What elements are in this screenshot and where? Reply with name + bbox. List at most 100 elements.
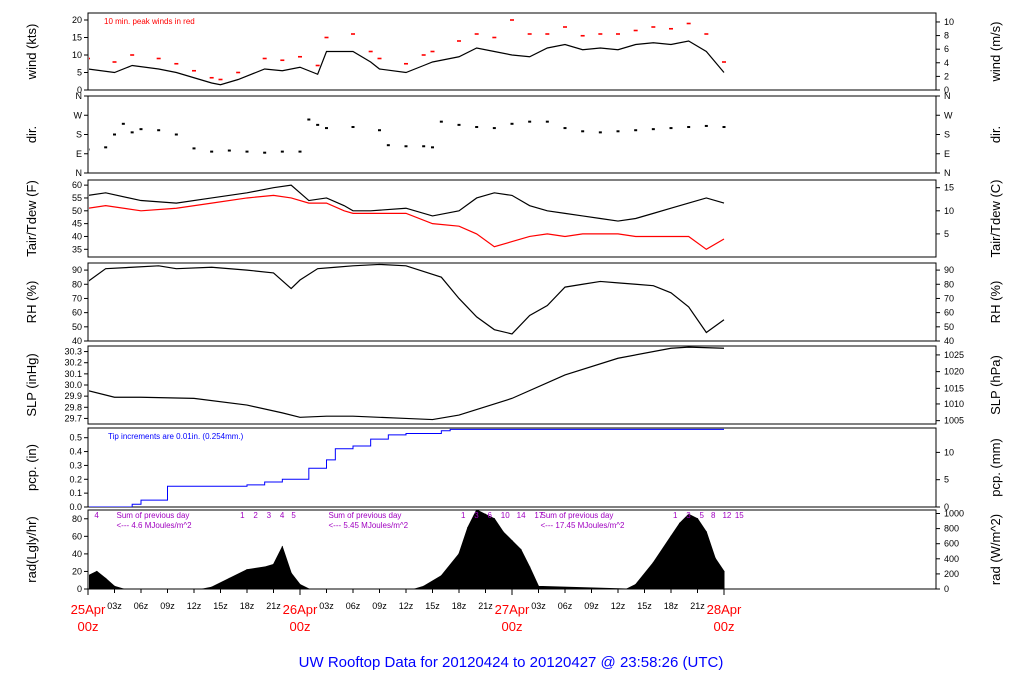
x-tick-label: 03z <box>107 601 122 611</box>
radiation-annotation: 10 <box>501 511 510 520</box>
left-tick-label: N <box>76 91 83 101</box>
right-tick-label: N <box>944 91 951 101</box>
direction-point <box>316 123 320 126</box>
radiation-point <box>272 563 275 566</box>
left-tick-label: 50 <box>72 206 82 216</box>
direction-point <box>475 126 479 129</box>
direction-point <box>174 133 178 136</box>
radiation-annotation: 1 <box>461 511 466 520</box>
x-date-hour-label: 00z <box>78 619 99 634</box>
direction-point <box>351 126 355 129</box>
right-axis-title: wind (m/s) <box>988 22 1003 83</box>
left-tick-label: 30.2 <box>64 358 82 368</box>
direction-point <box>528 120 532 123</box>
radiation-point <box>484 513 487 515</box>
radiation-point <box>476 510 478 511</box>
direction-point <box>431 146 434 149</box>
left-tick-label: 45 <box>72 219 82 229</box>
peak-wind-mark <box>686 22 691 25</box>
direction-point <box>634 129 638 132</box>
radiation-point <box>652 562 654 564</box>
left-tick-label: E <box>76 149 82 159</box>
direction-point <box>616 130 620 133</box>
peak-wind-mark <box>704 33 709 35</box>
direction-point <box>139 128 143 131</box>
direction-point <box>192 147 196 150</box>
x-tick-label: 03z <box>531 601 546 611</box>
peak-wind-mark <box>156 57 161 60</box>
left-tick-label: 30.0 <box>64 380 82 390</box>
direction-point <box>651 128 655 131</box>
left-tick-label: 0.0 <box>69 502 82 512</box>
peak-wind-mark <box>89 57 90 60</box>
right-axis-title: SLP (hPa) <box>988 355 1003 415</box>
right-tick-label: 40 <box>944 336 954 346</box>
peak-wind-mark <box>130 54 135 56</box>
plot-area <box>89 184 725 251</box>
radiation-annotation: 4 <box>280 511 285 520</box>
left-tick-label: 0.1 <box>69 488 82 498</box>
radiation-point <box>96 570 98 573</box>
direction-point <box>422 145 426 148</box>
plot-area <box>89 428 724 507</box>
left-axis-title: rad(Lgly/hr) <box>24 516 39 582</box>
left-tick-label: 15 <box>72 33 82 43</box>
left-tick-label: 50 <box>72 322 82 332</box>
radiation-annotation: 15 <box>735 511 744 520</box>
radiation-annotation: <--- 17.45 MJoules/m^2 <box>541 521 626 530</box>
direction-point <box>245 150 249 153</box>
radiation-annotation: 2 <box>253 511 258 520</box>
x-tick-label: 15z <box>213 601 228 611</box>
radiation-point <box>529 566 531 568</box>
right-tick-label: 600 <box>944 539 959 549</box>
radiation-point <box>537 585 540 587</box>
peak-wind-mark <box>377 57 382 60</box>
peak-wind-mark <box>633 29 638 32</box>
peak-wind-mark <box>474 33 479 35</box>
peak-wind-mark <box>351 33 355 35</box>
left-tick-label: 29.9 <box>64 391 82 401</box>
peak-wind-mark <box>218 78 223 81</box>
radiation-point <box>723 570 725 573</box>
peak-wind-mark <box>580 34 585 37</box>
radiation-annotation: 14 <box>517 511 526 520</box>
peak-wind-mark <box>174 62 179 65</box>
left-tick-label: 60 <box>72 531 82 541</box>
left-tick-label: S <box>76 130 82 140</box>
right-tick-label: 90 <box>944 265 954 275</box>
direction-point <box>307 118 311 121</box>
radiation-point <box>467 526 469 529</box>
peak-wind-mark <box>722 61 726 63</box>
radiation-point <box>688 513 690 515</box>
right-tick-label: 80 <box>944 279 954 289</box>
right-tick-label: 1025 <box>944 350 964 360</box>
radiation-point <box>696 518 699 520</box>
direction-point <box>298 150 302 153</box>
left-tick-label: 30.1 <box>64 369 82 379</box>
right-tick-label: 5 <box>944 475 949 485</box>
direction-point <box>121 122 125 125</box>
left-tick-label: 29.7 <box>64 413 82 423</box>
left-tick-label: 40 <box>72 549 82 559</box>
peak-wind-mark <box>457 40 461 42</box>
peak-wind-mark <box>236 71 241 74</box>
right-tick-label: W <box>944 110 953 120</box>
radiation-annotation: 8 <box>711 511 716 520</box>
peak-wind-mark <box>262 57 267 60</box>
direction-point <box>510 122 514 125</box>
radiation-point <box>264 566 266 568</box>
x-tick-label: 06z <box>134 601 149 611</box>
left-tick-label: 80 <box>72 514 82 524</box>
direction-point <box>130 131 134 134</box>
left-tick-label: 20 <box>72 566 82 576</box>
right-tick-label: 10 <box>944 206 954 216</box>
radiation-point <box>635 584 637 586</box>
x-tick-label: 09z <box>372 601 387 611</box>
left-tick-label: 60 <box>72 180 82 190</box>
right-tick-label: S <box>944 130 950 140</box>
radiation-annotation: 5 <box>700 511 705 520</box>
radiation-annotation: <--- 5.45 MJoules/m^2 <box>329 521 409 530</box>
peak-wind-mark <box>545 33 550 35</box>
direction-point <box>280 150 284 153</box>
